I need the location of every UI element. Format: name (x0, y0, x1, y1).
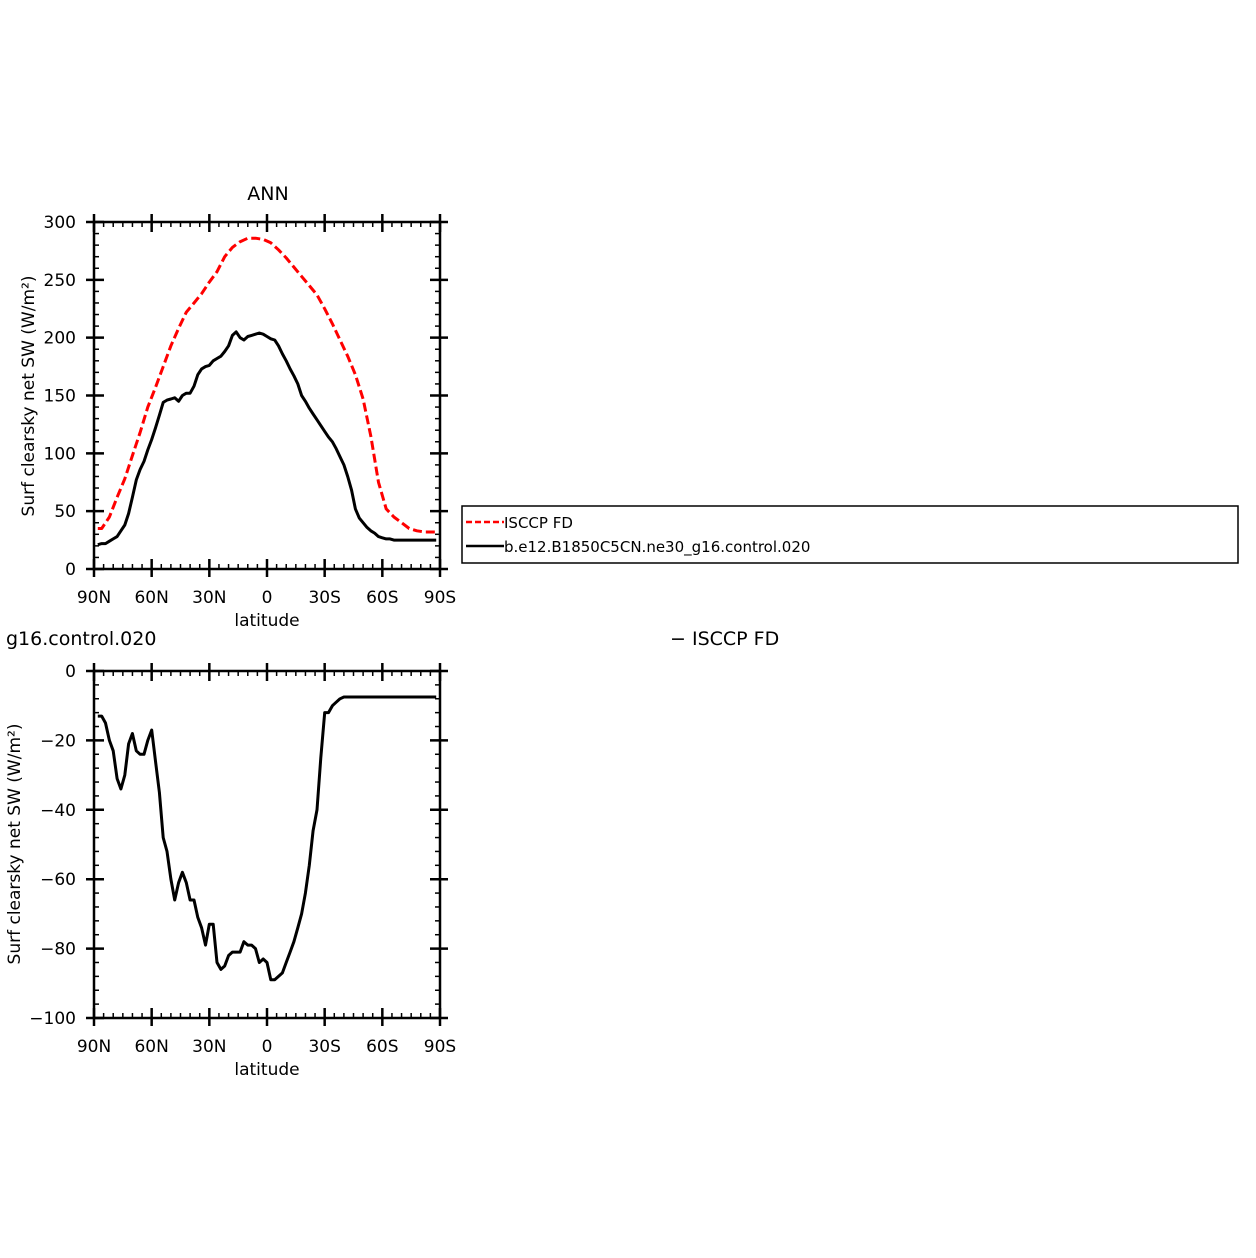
x-tick-label: 60S (366, 1037, 398, 1057)
y-tick-label: −100 (29, 1009, 76, 1029)
x-tick-label: 90N (77, 1037, 111, 1057)
series-line-1 (97, 695, 437, 982)
panel-1-ticks (86, 214, 448, 577)
x-tick-label: 90S (424, 1037, 456, 1057)
y-tick-label: −60 (40, 870, 76, 890)
series-line-1 (97, 236, 437, 534)
legend-label-isccp: ISCCP FD (504, 514, 573, 532)
x-tick-label: 0 (262, 588, 273, 608)
x-tick-label: 30N (192, 1037, 226, 1057)
legend: ISCCP FD b.e12.B1850C5CN.ne30_g16.contro… (461, 505, 1239, 564)
panel-1-ylabel: Surf clearsky net SW (W/m²) (19, 276, 39, 517)
panel-2-ylabel: Surf clearsky net SW (W/m²) (5, 724, 25, 965)
x-tick-label: 90S (424, 588, 456, 608)
y-tick-label: 150 (44, 387, 76, 407)
panel-2: g16.control.020 − ISCCP FD 90N 60N 30N 0 30S… (5, 628, 779, 1080)
y-tick-label: 0 (65, 560, 76, 580)
x-tick-label: 30S (308, 1037, 340, 1057)
panel-1-frame (92, 220, 442, 571)
x-tick-label: 60N (134, 1037, 168, 1057)
y-tick-label: 0 (65, 662, 76, 682)
y-tick-label: 50 (54, 502, 76, 522)
y-tick-label: 200 (44, 329, 76, 349)
x-tick-label: 0 (262, 1037, 273, 1057)
panel-1-title: ANN (247, 183, 288, 205)
y-tick-label: 250 (44, 271, 76, 291)
legend-box (461, 505, 1239, 564)
panel-2-tick-labels: 90N 60N 30N 0 30S 60S 90S −100 −80 −60 −40 −20 0 (29, 662, 456, 1057)
panel-2-series (97, 695, 437, 982)
panel-1-xlabel: latitude (234, 611, 299, 631)
panel-2-xlabel: latitude (234, 1060, 299, 1080)
legend-label-model: b.e12.B1850C5CN.ne30_g16.control.020 (504, 538, 810, 557)
series-line-2 (97, 330, 437, 547)
panel-2-frame (92, 669, 442, 1020)
y-tick-label: −40 (40, 801, 76, 821)
x-tick-label: 90N (77, 588, 111, 608)
panel-1-series (97, 236, 437, 547)
x-tick-label: 30N (192, 588, 226, 608)
panel-1: ANN 90N 60N 30N 0 30S 60S 90S 0 50 100 150 200 250 30… (19, 183, 456, 631)
x-tick-label: 60N (134, 588, 168, 608)
y-tick-label: 300 (44, 213, 76, 233)
panel-2-title-left: g16.control.020 (6, 628, 156, 650)
panel-2-title-right: − ISCCP FD (670, 628, 779, 650)
x-tick-label: 30S (308, 588, 340, 608)
y-tick-label: 100 (44, 444, 76, 464)
panel-2-ticks (86, 663, 448, 1026)
y-tick-label: −80 (40, 940, 76, 960)
x-tick-label: 60S (366, 588, 398, 608)
panel-1-tick-labels: 90N 60N 30N 0 30S 60S 90S 0 50 100 150 200 250 300 (44, 213, 457, 608)
y-tick-label: −20 (40, 731, 76, 751)
